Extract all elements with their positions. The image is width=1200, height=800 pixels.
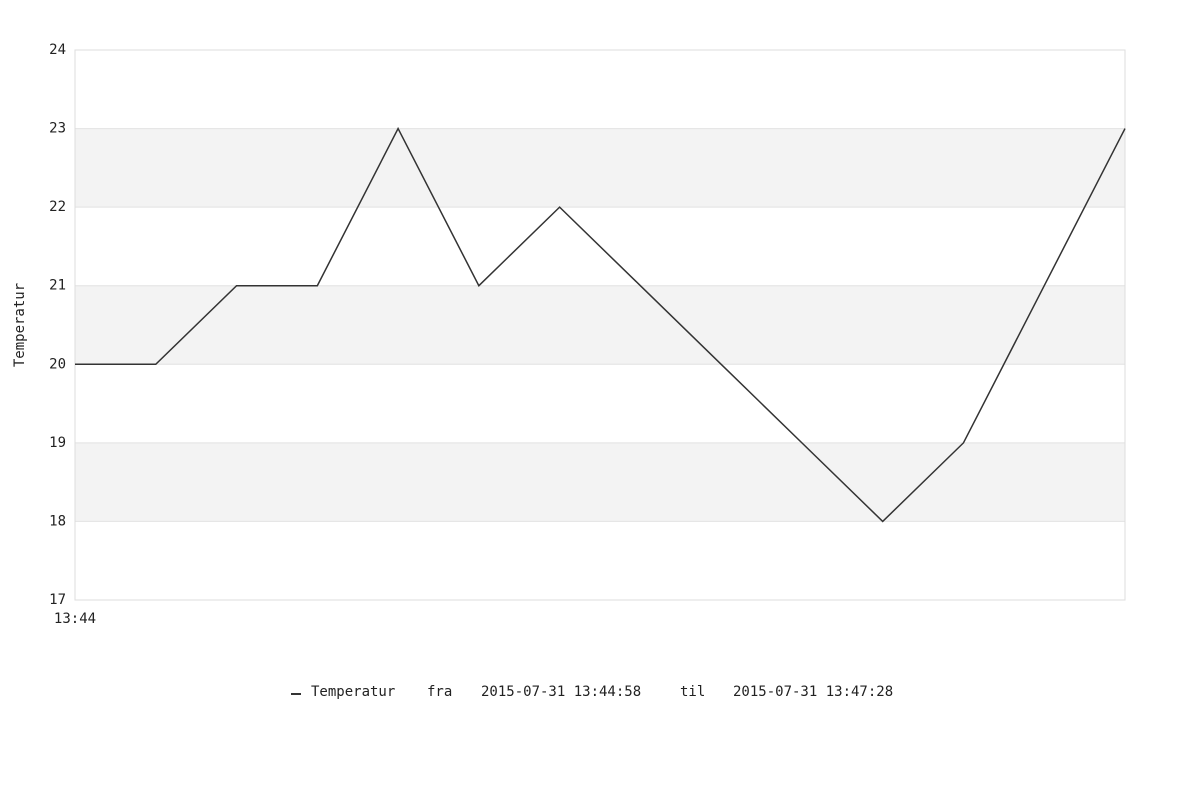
x-tick-label: 13:44 (54, 611, 96, 627)
y-tick-label: 18 (49, 513, 66, 529)
y-tick-label: 24 (49, 42, 66, 58)
band (75, 128, 1125, 208)
y-tick-label: 19 (49, 435, 66, 451)
legend-to: 2015-07-31 13:47:28 (733, 684, 893, 700)
legend-from: 2015-07-31 13:44:58 (481, 684, 641, 700)
band (75, 285, 1125, 365)
legend-entry: Temperatur (311, 684, 395, 700)
bands (75, 128, 1125, 522)
line (75, 126, 1126, 523)
y-tick-label: 17 (49, 592, 66, 608)
legend-from-label: fra (427, 684, 452, 700)
band (75, 442, 1125, 522)
y-tick-label: 20 (49, 356, 66, 372)
legend-to-label: til (680, 684, 705, 700)
legend-swatch (291, 693, 301, 695)
y-axis-label: Temperatur (12, 283, 28, 367)
y-tick-label: 21 (49, 278, 66, 294)
plot-border (74, 49, 1126, 601)
y-tick-label: 22 (49, 199, 66, 215)
y-tick-label: 23 (49, 121, 66, 137)
